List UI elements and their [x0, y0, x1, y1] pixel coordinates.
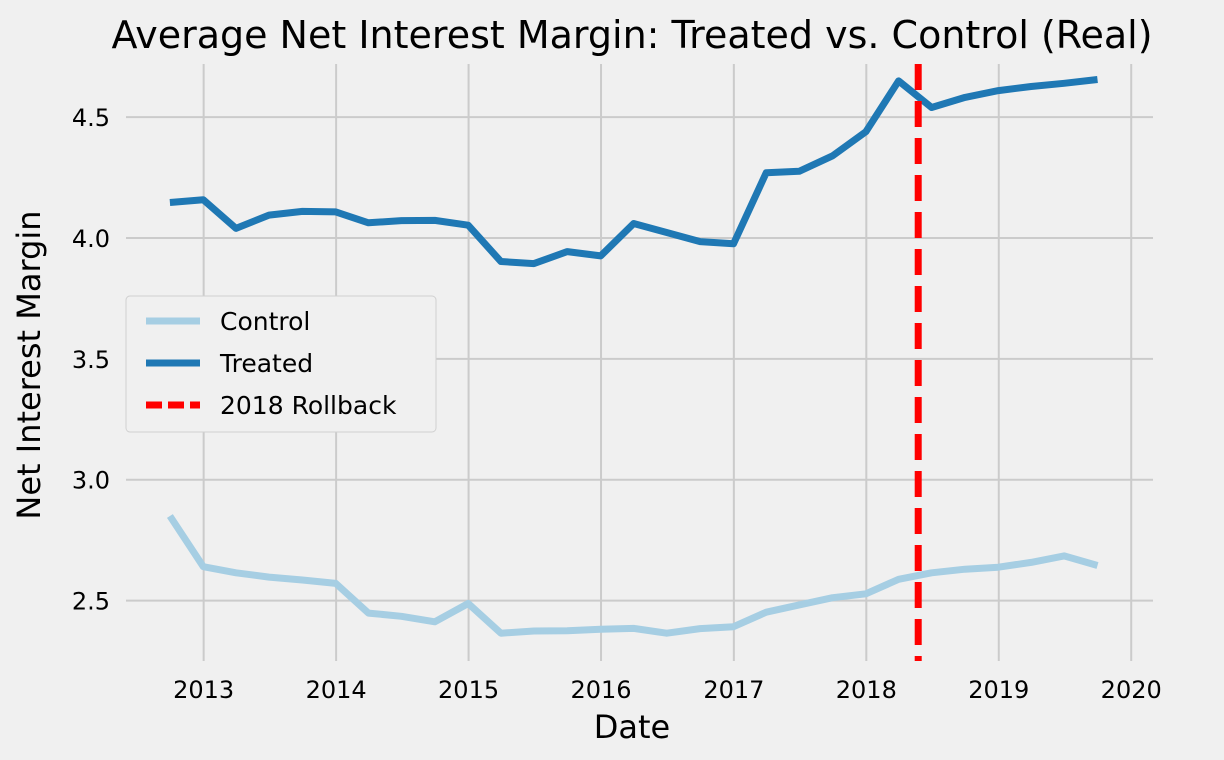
series-lines	[166, 76, 1099, 637]
legend-frame	[125, 295, 437, 433]
y-tick-label: 3.0	[72, 467, 110, 495]
x-tick-label: 2016	[570, 676, 631, 704]
x-tick-label: 2014	[306, 676, 367, 704]
x-tick-label: 2015	[438, 676, 499, 704]
y-axis-label: Net Interest Margin	[10, 210, 48, 519]
y-axis-ticks: 2.5 3.0 3.5 4.0 4.5	[72, 104, 110, 615]
y-tick-label: 2.5	[72, 588, 110, 616]
x-axis-ticks: 2013 2014 2015 2016 2017 2018 2019 2020	[173, 676, 1162, 704]
series-line-control	[166, 514, 1099, 637]
legend-label-control: Control	[220, 307, 310, 336]
x-tick-label: 2013	[173, 676, 234, 704]
chart-title: Average Net Interest Margin: Treated vs.…	[111, 13, 1152, 57]
x-tick-label: 2019	[968, 676, 1029, 704]
series-line-treated	[169, 76, 1098, 268]
y-tick-label: 4.5	[72, 104, 110, 132]
x-axis-label: Date	[594, 708, 670, 746]
x-tick-label: 2017	[703, 676, 764, 704]
y-tick-label: 3.5	[72, 346, 110, 374]
x-tick-label: 2018	[836, 676, 897, 704]
y-tick-label: 4.0	[72, 225, 110, 253]
legend-label-treated: Treated	[219, 349, 313, 378]
x-tick-label: 2020	[1101, 676, 1162, 704]
legend: Control Treated 2018 Rollback	[125, 295, 437, 433]
legend-label-2018-rollback: 2018 Rollback	[220, 391, 397, 420]
